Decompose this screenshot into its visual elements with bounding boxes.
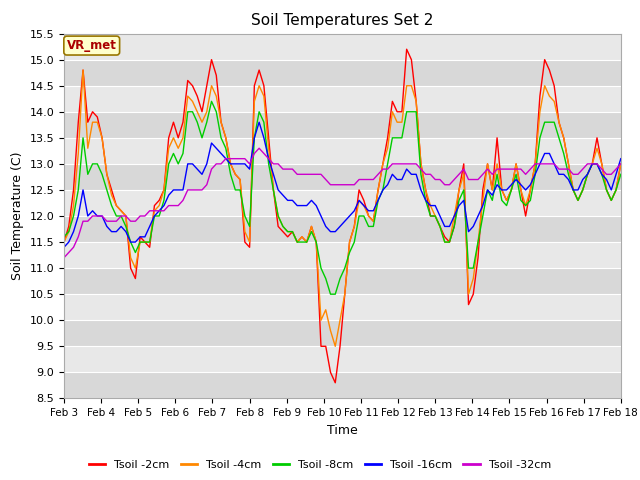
Bar [64,268,621,294]
Bar [64,60,621,86]
Bar [64,112,621,138]
Legend: Tsoil -2cm, Tsoil -4cm, Tsoil -8cm, Tsoil -16cm, Tsoil -32cm: Tsoil -2cm, Tsoil -4cm, Tsoil -8cm, Tsoi… [84,456,556,474]
Text: VR_met: VR_met [67,39,116,52]
X-axis label: Time: Time [327,424,358,437]
Bar [64,320,621,346]
Bar [64,372,621,398]
Bar [64,294,621,320]
Bar [64,164,621,190]
Y-axis label: Soil Temperature (C): Soil Temperature (C) [11,152,24,280]
Title: Soil Temperatures Set 2: Soil Temperatures Set 2 [252,13,433,28]
Bar [64,86,621,112]
Bar [64,138,621,164]
Bar [64,216,621,242]
Bar [64,34,621,60]
Bar [64,346,621,372]
Bar [64,190,621,216]
Bar [64,242,621,268]
